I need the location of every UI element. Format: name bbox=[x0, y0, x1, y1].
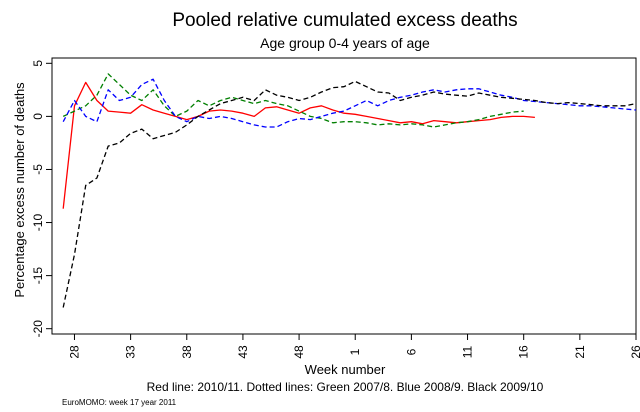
series-line bbox=[62, 73, 524, 128]
x-tick-label: 26 bbox=[629, 345, 640, 359]
x-tick-label: 1 bbox=[348, 348, 362, 355]
series-lines bbox=[62, 73, 637, 308]
y-tick-label: 0 bbox=[31, 113, 45, 120]
x-tick-label: 11 bbox=[461, 345, 475, 358]
x-tick-label: 48 bbox=[292, 345, 306, 359]
series-line bbox=[62, 81, 535, 209]
series-line bbox=[62, 80, 637, 308]
x-tick-label: 28 bbox=[67, 345, 81, 359]
y-tick-label: -10 bbox=[31, 214, 45, 232]
x-axis-title: Week number bbox=[305, 362, 386, 377]
plot-border bbox=[51, 57, 637, 335]
y-tick-label: -15 bbox=[31, 267, 45, 285]
y-tick-label: -20 bbox=[31, 320, 45, 338]
chart-title: Pooled relative cumulated excess deaths bbox=[172, 10, 517, 31]
y-tick-label: 5 bbox=[31, 60, 45, 67]
x-tick-label: 43 bbox=[236, 345, 250, 359]
chart-caption: Red line: 2010/11. Dotted lines: Green 2… bbox=[147, 380, 544, 394]
x-tick-label: 38 bbox=[180, 345, 194, 359]
plot-frame bbox=[51, 57, 637, 335]
x-tick-label: 33 bbox=[124, 345, 138, 359]
x-tick-label: 6 bbox=[404, 348, 418, 355]
chart-subtitle: Age group 0-4 years of age bbox=[260, 35, 430, 51]
y-tick-label: -5 bbox=[31, 164, 45, 175]
y-axis-title: Percentage excess number of deaths bbox=[12, 82, 27, 298]
x-tick-label: 16 bbox=[517, 345, 531, 359]
chart-footer: EuroMOMO: week 17 year 2011 bbox=[62, 398, 177, 407]
x-tick-label: 21 bbox=[573, 345, 587, 359]
series-line bbox=[62, 78, 637, 128]
